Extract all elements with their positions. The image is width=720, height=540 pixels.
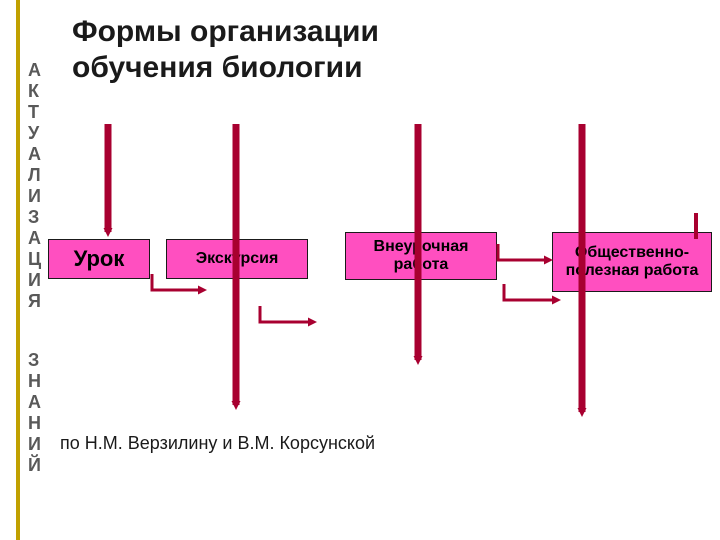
diagram-box: Внеурочная работа	[345, 232, 497, 280]
diagram-box: Общественно-полезная работа	[552, 232, 712, 292]
diagram-box: Экскурсия	[166, 239, 308, 279]
diagram-box: Урок	[48, 239, 150, 279]
page-title: Формы организации обучения биологии	[72, 14, 379, 86]
title-line-1: Формы организации	[72, 15, 379, 48]
attribution: по Н.М. Верзилину и В.М. Корсунской	[60, 433, 375, 454]
title-line-2: обучения биологии	[72, 51, 363, 84]
left-accent-rule	[16, 0, 20, 540]
connector-arrow	[498, 244, 548, 260]
connector-arrow	[260, 306, 312, 322]
vertical-label-1: АКТУАЛИЗАЦИЯ	[28, 60, 41, 312]
right-accent-tick	[694, 213, 698, 239]
vertical-label-2: ЗНАНИЙ	[28, 350, 41, 476]
connector-arrow	[504, 284, 556, 300]
